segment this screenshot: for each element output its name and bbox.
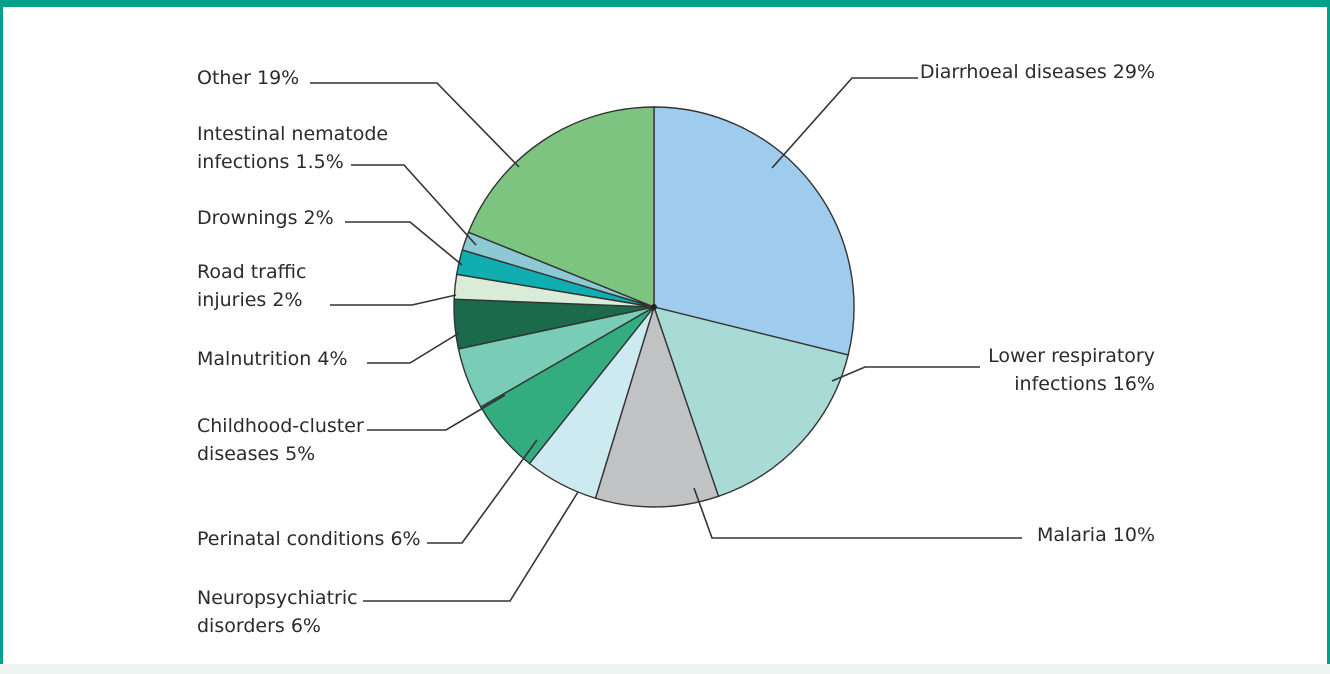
slice-labels: Diarrhoeal diseases 29% Lower respiratory… <box>197 61 1155 637</box>
pie-slice-2 <box>594 304 720 508</box>
leader-line-3 <box>363 491 579 602</box>
slice-label-5-line-1: diseases 5% <box>197 443 315 465</box>
slice-label-1-line-0: Lower respiratory <box>988 345 1155 367</box>
slice-label-2-line-0: Malaria 10% <box>1037 524 1155 546</box>
slice-label-4-line-0: Perinatal conditions 6% <box>197 528 421 550</box>
leader-line-5 <box>367 394 506 431</box>
leader-line-1 <box>831 366 980 382</box>
right-border <box>1327 0 1330 674</box>
leader-line-0 <box>771 77 918 169</box>
slice-label-9-line-0: Intestinal nematode <box>197 123 388 145</box>
leader-line-6 <box>367 332 460 364</box>
pie-slice-0 <box>653 106 855 356</box>
top-accent-bar <box>0 0 1330 7</box>
leader-line-7 <box>330 294 457 306</box>
slice-label-8-line-0: Drownings 2% <box>197 207 334 229</box>
slice-label-1-line-1: infections 16% <box>1014 373 1155 395</box>
slice-label-3-line-0: Neuropsychiatric <box>197 587 358 609</box>
slice-label-0-line-0: Diarrhoeal diseases 29% <box>920 61 1155 83</box>
pie-center <box>651 304 657 310</box>
pie-slices <box>453 106 855 508</box>
slice-label-3-line-1: disorders 6% <box>197 615 321 637</box>
leader-line-10 <box>310 82 520 168</box>
leader-lines <box>310 77 1022 602</box>
slice-label-5-line-0: Childhood-cluster <box>197 415 364 437</box>
slice-label-6-line-0: Malnutrition 4% <box>197 348 348 370</box>
pie-slice-10 <box>467 106 655 309</box>
leader-line-9 <box>351 164 477 246</box>
leader-line-4 <box>427 439 538 544</box>
slice-label-7-line-1: injuries 2% <box>197 289 303 311</box>
slice-label-9-line-1: infections 1.5% <box>197 151 344 173</box>
slice-label-7-line-0: Road traffic <box>197 261 306 283</box>
leader-line-2 <box>693 487 1022 539</box>
bottom-band <box>0 664 1330 674</box>
slice-label-10-line-0: Other 19% <box>197 67 299 89</box>
leader-line-8 <box>345 221 463 266</box>
left-border <box>0 0 3 674</box>
